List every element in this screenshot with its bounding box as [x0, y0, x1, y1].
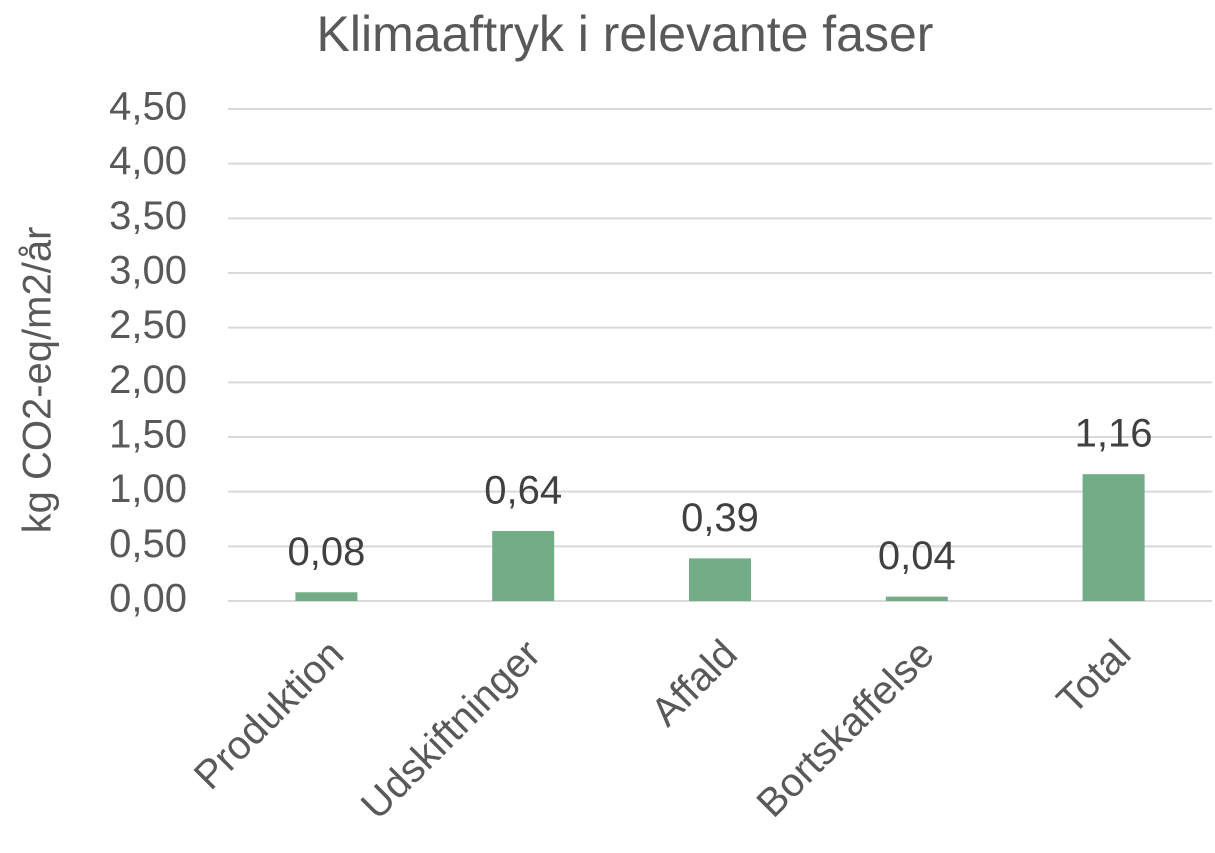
y-tick-label: 1,50 [109, 413, 187, 457]
y-tick-label: 3,50 [109, 194, 187, 238]
x-tick-label: Bortskaffelse [749, 632, 943, 826]
bar [1082, 474, 1145, 601]
x-tick-label: Affald [643, 632, 746, 735]
value-label: 0,39 [681, 496, 759, 540]
bar [689, 558, 751, 601]
y-tick-label: 4,00 [109, 139, 187, 183]
value-label: 0,64 [484, 469, 562, 513]
y-tick-label: 4,50 [109, 85, 187, 129]
y-tick-label: 0,50 [109, 522, 187, 566]
x-tick-label: Udskiftninger [353, 632, 549, 828]
bar [885, 596, 948, 601]
x-tick-label: Produktion [186, 632, 352, 798]
y-tick-label: 2,50 [109, 303, 187, 347]
y-tick-label: 0,00 [109, 577, 187, 621]
y-axis-label: kg CO2-eq/m2/år [16, 227, 60, 534]
y-tick-label: 3,00 [109, 249, 187, 293]
bar [295, 592, 358, 601]
bar [492, 531, 555, 601]
value-label: 0,04 [878, 534, 956, 578]
value-label: 1,16 [1075, 412, 1153, 456]
x-tick-label: Total [1049, 632, 1140, 723]
value-label: 0,08 [287, 530, 365, 574]
y-tick-label: 1,00 [109, 467, 187, 511]
chart-title: Klimaaftryk i relevante faser [317, 6, 934, 62]
y-tick-label: 2,00 [109, 358, 187, 402]
